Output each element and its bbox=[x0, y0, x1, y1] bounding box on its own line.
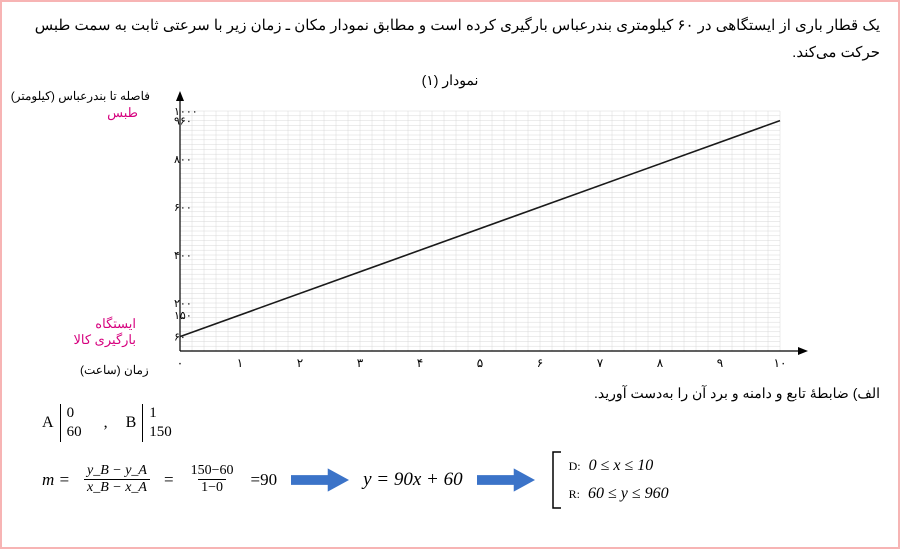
svg-text:۶۰: ۶۰ bbox=[174, 332, 186, 344]
slope-calc: 150−60 1−0 bbox=[188, 463, 237, 496]
slope-calc-num: 150−60 bbox=[188, 463, 237, 479]
svg-text:۸: ۸ bbox=[657, 356, 664, 370]
domain-label: D: bbox=[569, 459, 581, 473]
point-a-y: 60 bbox=[67, 423, 82, 442]
solution-row: m = y_B − y_A x_B − x_A = 150−60 1−0 =90… bbox=[2, 442, 898, 510]
point-a-x: 0 bbox=[67, 404, 82, 423]
svg-text:۱: ۱ bbox=[237, 356, 243, 370]
svg-text:۲: ۲ bbox=[297, 356, 303, 370]
separator: , bbox=[104, 414, 108, 432]
svg-text:۱۵۰: ۱۵۰ bbox=[174, 310, 192, 322]
m-equals: m = bbox=[42, 470, 70, 490]
equals-1: = bbox=[164, 470, 174, 490]
svg-text:۰: ۰ bbox=[177, 356, 183, 370]
point-b-y: 150 bbox=[149, 423, 172, 442]
svg-text:۵: ۵ bbox=[477, 356, 483, 370]
svg-text:۴: ۴ bbox=[417, 356, 423, 370]
domain-expr: 0 ≤ x ≤ 10 bbox=[589, 457, 654, 474]
point-b-x: 1 bbox=[149, 404, 172, 423]
domain-line: D: 0 ≤ x ≤ 10 bbox=[569, 457, 669, 475]
slope-calc-den: 1−0 bbox=[198, 479, 226, 496]
left-bracket-icon bbox=[549, 450, 563, 510]
svg-text:۱۰: ۱۰ bbox=[774, 356, 787, 370]
svg-text:۹: ۹ bbox=[717, 356, 723, 370]
slope-result: =90 bbox=[250, 470, 277, 490]
slope-formula-den: x_B − x_A bbox=[84, 479, 150, 496]
point-b: B 1 150 bbox=[126, 404, 176, 442]
chart-title: نمودار (۱) bbox=[2, 72, 898, 89]
chart-container: فاصله تا بندرعباس (کیلومتر) طبس ایستگاه … bbox=[60, 91, 840, 381]
svg-text:۴۰۰: ۴۰۰ bbox=[174, 250, 192, 262]
question-a: الف) ضابطهٔ تابع و دامنه و برد آن را به‌… bbox=[2, 381, 898, 402]
arrow-icon bbox=[291, 468, 349, 492]
svg-text:۳: ۳ bbox=[357, 356, 364, 370]
svg-text:۶: ۶ bbox=[537, 356, 543, 370]
range-label: R: bbox=[569, 487, 580, 501]
svg-text:۱۰۰۰: ۱۰۰۰ bbox=[174, 106, 198, 118]
range-line: R: 60 ≤ y ≤ 960 bbox=[569, 485, 669, 503]
point-a: A 0 60 bbox=[42, 404, 86, 442]
range-expr: 60 ≤ y ≤ 960 bbox=[588, 485, 669, 502]
point-a-label: A bbox=[42, 414, 54, 432]
line-equation: y = 90x + 60 bbox=[363, 469, 463, 491]
point-b-label: B bbox=[126, 414, 137, 432]
svg-text:۸۰۰: ۸۰۰ bbox=[174, 154, 192, 166]
svg-text:۲۰۰: ۲۰۰ bbox=[174, 298, 192, 310]
arrow-icon bbox=[477, 468, 535, 492]
position-time-chart: ۰۱۲۳۴۵۶۷۸۹۱۰۶۰۱۵۰۲۰۰۴۰۰۶۰۰۸۰۰۹۶۰۱۰۰۰ bbox=[60, 91, 840, 381]
given-points-row: A 0 60 , B 1 150 bbox=[2, 402, 898, 442]
slope-formula-num: y_B − y_A bbox=[84, 463, 150, 479]
svg-text:۶۰۰: ۶۰۰ bbox=[174, 202, 192, 214]
problem-statement: یک قطار باری از ایستگاهی در ۶۰ کیلومتری … bbox=[2, 2, 898, 70]
svg-text:۷: ۷ bbox=[597, 356, 604, 370]
domain-range-block: D: 0 ≤ x ≤ 10 R: 60 ≤ y ≤ 960 bbox=[549, 450, 669, 510]
slope-formula: y_B − y_A x_B − x_A bbox=[84, 463, 150, 496]
